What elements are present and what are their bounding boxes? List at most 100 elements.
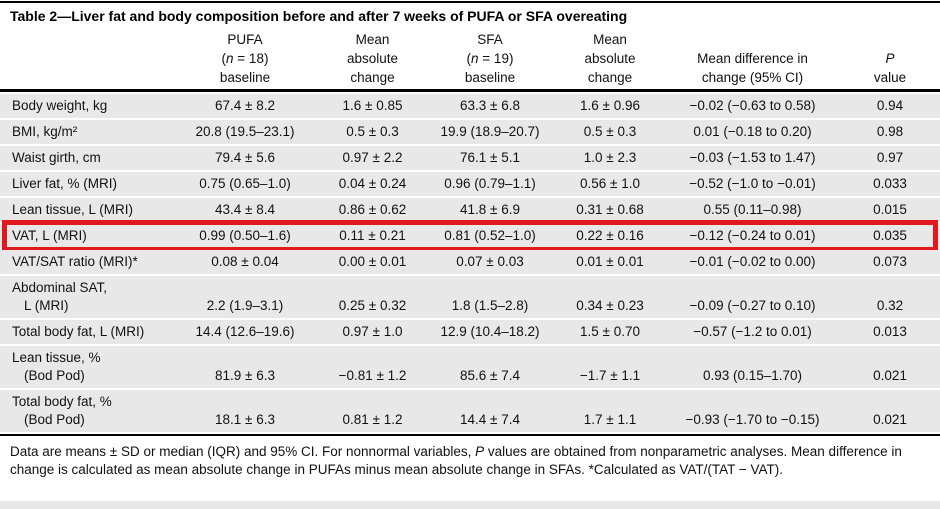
row-label-line: L (MRI) [24, 298, 69, 313]
row-value: 85.6 ± 7.4 [460, 368, 520, 383]
row-label: Lean tissue, L (MRI) [0, 198, 170, 222]
row-value: −0.12 (−0.24 to 0.01) [689, 228, 816, 243]
header-line: PUFA [170, 30, 320, 49]
column-header: Mean absolute change [320, 30, 425, 87]
italic-text: P [885, 51, 895, 66]
bottom-rule [0, 434, 940, 436]
text: values are obtained from nonparametric a… [10, 444, 902, 477]
row-value: 0.81 (0.52–1.0) [444, 228, 536, 243]
row-value: 0.98 [876, 124, 904, 139]
row-label-line: Lean tissue, L (MRI) [12, 202, 134, 217]
row-value: 0.033 [873, 176, 907, 191]
row-value: 0.94 [876, 98, 904, 113]
row-value: 0.5 ± 0.3 [346, 124, 399, 139]
header-line: Mean difference in [665, 49, 840, 68]
column-header: Mean absolute change [555, 30, 665, 87]
text: SFA [477, 32, 503, 47]
header-line: SFA [425, 30, 555, 49]
text: Mean [355, 32, 390, 47]
row-value: 0.021 [873, 412, 907, 427]
row-value: 0.08 ± 0.04 [211, 254, 279, 269]
row-value: 14.4 ± 7.4 [460, 412, 520, 427]
row-value: −0.57 (−1.2 to 0.01) [693, 324, 812, 339]
row-value: 0.11 ± 0.21 [339, 228, 406, 243]
table-row: Liver fat, % (MRI) 0.75 (0.65–1.0) 0.04 ± … [0, 172, 940, 196]
row-value: 0.32 [876, 298, 904, 313]
row-value: −1.7 ± 1.1 [579, 368, 641, 383]
row-label-line: Body weight, kg [12, 98, 108, 113]
row-value: 18.1 ± 6.3 [215, 412, 275, 427]
column-header: PUFA (n = 18) baseline [170, 30, 320, 87]
row-value: 0.97 ± 1.0 [342, 324, 403, 339]
row-label: Total body fat, L (MRI) [0, 320, 170, 344]
row-value: 0.97 [876, 150, 904, 165]
row-label: Abdominal SAT, L (MRI) [0, 276, 170, 318]
row-value: 0.75 (0.65–1.0) [199, 176, 291, 191]
header-line: change (95% CI) [665, 68, 840, 87]
row-value: 0.015 [873, 202, 907, 217]
table-row: BMI, kg/m² 20.8 (19.5–23.1) 0.5 ± 0.3 19.9 … [0, 120, 940, 144]
text: absolute [584, 51, 636, 66]
row-value: 0.01 ± 0.01 [576, 254, 644, 269]
row-value: 0.01 (−0.18 to 0.20) [693, 124, 812, 139]
text: baseline [219, 70, 271, 85]
top-rule [0, 1, 940, 3]
row-value: 41.8 ± 6.9 [460, 202, 520, 217]
header-line: P [840, 49, 940, 68]
row-label-line: Abdominal SAT, [12, 280, 108, 295]
row-label: Waist girth, cm [0, 146, 170, 170]
row-value: 0.55 (0.11–0.98) [703, 202, 802, 217]
italic-text: P [475, 444, 485, 459]
row-value: 1.7 ± 1.1 [583, 412, 637, 427]
header-line: absolute [320, 49, 425, 68]
row-value: 0.07 ± 0.03 [456, 254, 524, 269]
row-value: 0.93 (0.15–1.70) [702, 368, 803, 383]
row-value: 0.56 ± 1.0 [580, 176, 640, 191]
text: Mean [593, 32, 627, 47]
table-row: Body weight, kg 67.4 ± 8.2 1.6 ± 0.85 63.3 … [0, 94, 940, 118]
row-value: −0.09 (−0.27 to 0.10) [689, 298, 816, 313]
text: ( [466, 51, 472, 66]
row-value: 0.22 ± 0.16 [576, 228, 644, 243]
row-label: Total body fat, % (Bod Pod) [0, 390, 170, 432]
row-label-line: (Bod Pod) [24, 412, 85, 427]
text: change [350, 70, 395, 85]
row-value: 1.6 ± 0.96 [580, 98, 640, 113]
row-label: BMI, kg/m² [0, 120, 170, 144]
text: change [587, 70, 633, 85]
table-header: PUFA (n = 18) baseline Mean absolute change SF… [0, 30, 940, 89]
row-value: 43.4 ± 8.4 [215, 202, 275, 217]
column-header: SFA (n = 19) baseline [425, 30, 555, 87]
row-value: 0.31 ± 0.68 [576, 202, 644, 217]
table-footnote: Data are means ± SD or median (IQR) and … [0, 436, 940, 479]
row-value: 1.0 ± 2.3 [583, 150, 637, 165]
text: value [873, 70, 907, 85]
row-value: 76.1 ± 5.1 [460, 150, 520, 165]
row-label: Liver fat, % (MRI) [0, 172, 170, 196]
row-value: 0.81 ± 1.2 [342, 412, 403, 427]
row-value: 20.8 (19.5–23.1) [195, 124, 295, 139]
row-label-line: Waist girth, cm [12, 150, 101, 165]
row-value: −0.02 (−0.63 to 0.58) [689, 98, 816, 113]
table-row: VAT/SAT ratio (MRI)* 0.08 ± 0.04 0.00 ± 0.… [0, 250, 940, 274]
row-label-line: Total body fat, L (MRI) [12, 324, 145, 339]
column-header: Mean difference in change (95% CI) [665, 49, 840, 87]
row-value: 0.97 ± 2.2 [342, 150, 403, 165]
row-value: 0.013 [873, 324, 907, 339]
row-value: 2.2 (1.9–3.1) [206, 298, 284, 313]
header-line: baseline [170, 68, 320, 87]
header-line: (n = 19) [425, 49, 555, 68]
row-label: VAT, L (MRI) [0, 224, 170, 248]
row-label-line: VAT/SAT ratio (MRI)* [12, 254, 138, 269]
row-value: 0.04 ± 0.24 [338, 176, 407, 191]
text: change (95% CI) [701, 70, 804, 85]
row-value: 0.00 ± 0.01 [338, 254, 407, 269]
row-value: 0.96 (0.79–1.1) [444, 176, 536, 191]
table-title: Table 2—Liver fat and body composition b… [10, 8, 628, 24]
text: = 19) [478, 51, 514, 66]
header-line: baseline [425, 68, 555, 87]
table-row: Lean tissue, % (Bod Pod) 81.9 ± 6.3 −0.81 ±… [0, 346, 940, 388]
table-body: Body weight, kg 67.4 ± 8.2 1.6 ± 0.85 63.3 … [0, 94, 940, 432]
table-row-vat-highlighted: VAT, L (MRI) 0.99 (0.50–1.6) 0.11 ± 0.21 0.… [0, 220, 940, 252]
